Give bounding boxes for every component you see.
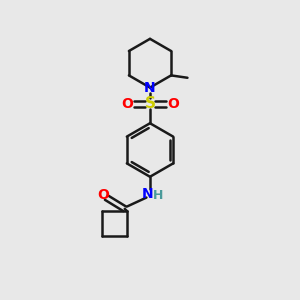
Text: N: N — [142, 187, 153, 201]
Text: O: O — [121, 97, 133, 111]
Text: H: H — [153, 189, 164, 202]
Text: N: N — [144, 81, 156, 94]
Text: S: S — [145, 96, 155, 111]
Text: O: O — [97, 188, 109, 202]
Text: O: O — [167, 97, 179, 111]
